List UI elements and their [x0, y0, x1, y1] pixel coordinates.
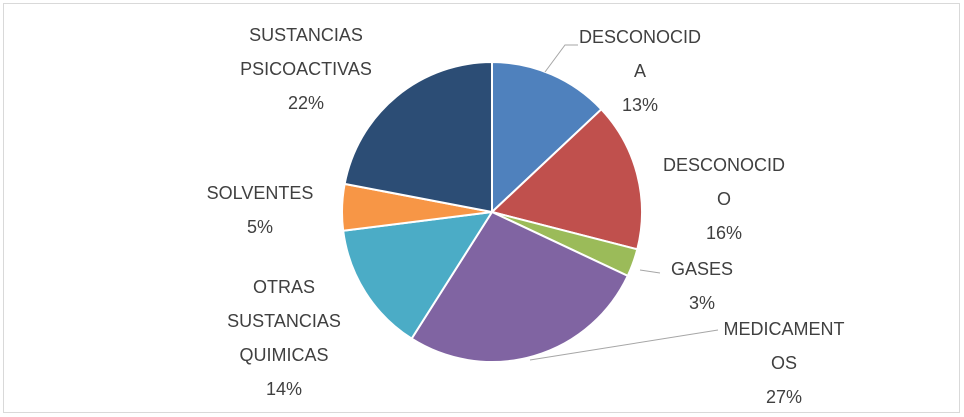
value-label: 27%: [765, 387, 803, 407]
slice-label: SUSTANCIAS PSICOACTIVAS 22%: [216, 18, 396, 120]
chart-border: [3, 3, 960, 413]
value-label: 14%: [265, 379, 303, 399]
slice-label: MEDICAMENTOS 27%: [720, 312, 848, 414]
category-name: DESCONOCIDA: [578, 27, 701, 81]
value-label: 3%: [688, 293, 715, 313]
value-label: 5%: [246, 217, 273, 237]
leader-line: [639, 269, 661, 274]
pie-slice: [343, 60, 493, 214]
pie-slice: [342, 210, 494, 341]
category-name: MEDICAMENTOS: [723, 319, 845, 373]
value-label: 13%: [621, 95, 659, 115]
slice-label: SOLVENTES 5%: [190, 176, 330, 244]
slice-label: GASES 3%: [662, 252, 742, 320]
category-name: SUSTANCIAS PSICOACTIVAS: [240, 25, 372, 79]
leader-line: [544, 44, 578, 73]
category-name: SOLVENTES: [206, 183, 314, 203]
pie-slice: [491, 60, 603, 215]
value-label: 22%: [287, 93, 325, 113]
pie-slice: [489, 107, 643, 251]
category-name: OTRAS SUSTANCIAS QUIMICAS: [227, 277, 341, 365]
slice-label: OTRAS SUSTANCIAS QUIMICAS 14%: [214, 270, 354, 406]
leader-line: [529, 329, 719, 361]
category-name: DESCONOCIDO: [662, 155, 785, 209]
category-name: GASES: [670, 259, 734, 279]
pie-slice: [410, 210, 630, 363]
slices: [341, 60, 643, 363]
slice-label: DESCONOCIDA 13%: [576, 20, 704, 122]
value-label: 16%: [705, 223, 743, 243]
slice-label: DESCONOCIDO 16%: [660, 148, 788, 250]
